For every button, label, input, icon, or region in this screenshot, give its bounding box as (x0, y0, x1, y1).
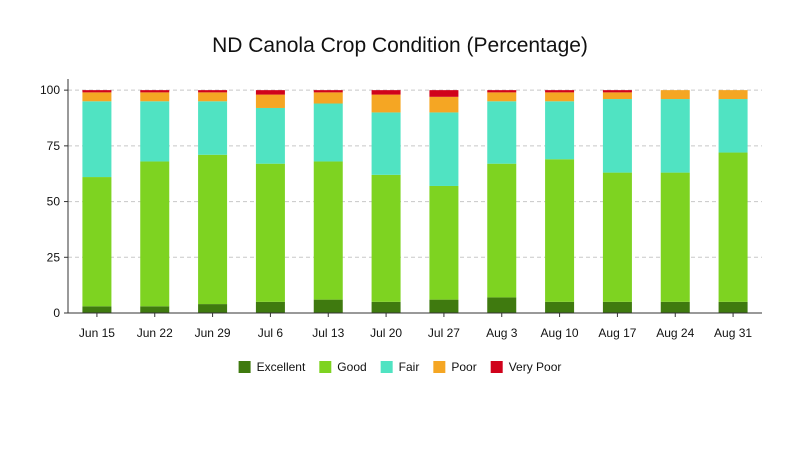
bar-very-poor-aug-17 (602, 90, 632, 93)
bar-poor-aug-10 (545, 92, 575, 102)
x-tick-label: Jul 20 (370, 326, 402, 340)
bar-excellent-jun-29 (198, 304, 228, 313)
bar-good-jul-6 (255, 163, 285, 302)
bar-fair-aug-10 (545, 101, 575, 160)
bar-very-poor-jul-6 (255, 90, 285, 95)
legend-item-poor: Poor (433, 360, 477, 374)
bar-fair-aug-31 (718, 99, 748, 153)
bar-very-poor-aug-10 (545, 90, 575, 93)
legend-item-very-poor: Very Poor (490, 360, 562, 374)
bar-excellent-jun-15 (82, 306, 112, 313)
bar-poor-jul-27 (429, 96, 459, 113)
x-tick-label: Jun 29 (195, 326, 231, 340)
bar-good-jun-22 (140, 161, 170, 307)
y-tick-label: 25 (47, 250, 61, 264)
bar-fair-aug-3 (487, 101, 517, 164)
bar-poor-jul-6 (255, 94, 285, 108)
axes: 0 25 50 75 100 Jun 15 Jun 22 Jun 29 Jul 6 Jul 13 J… (40, 79, 762, 340)
bar-poor-aug-24 (660, 90, 690, 100)
bar-fair-jul-27 (429, 112, 459, 186)
bar-poor-aug-17 (602, 92, 632, 100)
legend-label: Very Poor (509, 360, 562, 374)
bar-poor-jun-15 (82, 92, 112, 102)
bar-excellent-aug-3 (487, 297, 517, 313)
x-tick-label: Aug 3 (486, 326, 518, 340)
bar-poor-jul-20 (371, 94, 401, 113)
x-tick-label: Aug 24 (656, 326, 694, 340)
bar-good-jun-15 (82, 177, 112, 307)
y-tick-label: 50 (47, 195, 61, 209)
bar-fair-aug-17 (602, 99, 632, 173)
bar-fair-jul-13 (313, 103, 343, 162)
bar-excellent-aug-31 (718, 301, 748, 313)
bar-very-poor-jul-27 (429, 90, 459, 97)
legend-swatch (380, 361, 393, 373)
bar-good-aug-31 (718, 152, 748, 302)
bar-excellent-aug-24 (660, 301, 690, 313)
legend: Excellent Good Fair Poor Very Poor (238, 360, 562, 374)
bar-excellent-jun-22 (140, 306, 170, 313)
bar-good-aug-17 (602, 172, 632, 302)
grid-lines (68, 89, 762, 258)
bar-very-poor-jun-22 (140, 90, 170, 93)
bars (82, 90, 748, 313)
bar-fair-jul-6 (255, 107, 285, 164)
bar-fair-jun-22 (140, 101, 170, 162)
x-tick-label: Jul 13 (312, 326, 344, 340)
bar-excellent-aug-10 (545, 301, 575, 313)
chart-title: ND Canola Crop Condition (Percentage) (212, 34, 588, 57)
bar-excellent-jul-20 (371, 301, 401, 313)
bar-poor-jul-13 (313, 92, 343, 104)
bar-poor-jun-29 (198, 92, 228, 102)
bar-good-aug-24 (660, 172, 690, 302)
bar-very-poor-jun-15 (82, 90, 112, 93)
y-tick-label: 75 (47, 139, 61, 153)
bar-good-jul-13 (313, 161, 343, 300)
bar-good-jul-20 (371, 174, 401, 302)
legend-item-fair: Fair (380, 360, 420, 374)
x-tick-label: Aug 10 (541, 326, 579, 340)
bar-fair-jun-15 (82, 101, 112, 178)
bar-fair-jul-20 (371, 112, 401, 175)
bar-fair-jun-29 (198, 101, 228, 155)
bar-fair-aug-24 (660, 99, 690, 173)
bar-excellent-jul-6 (255, 301, 285, 313)
x-tick-label: Jun 22 (137, 326, 173, 340)
x-tick-label: Jul 27 (428, 326, 460, 340)
x-tick-label: Jul 6 (258, 326, 284, 340)
x-tick-label: Aug 17 (598, 326, 636, 340)
legend-swatch (238, 361, 251, 373)
legend-swatch (319, 361, 332, 373)
legend-label: Poor (451, 360, 476, 374)
y-tick-label: 0 (53, 306, 60, 320)
x-tick-label: Aug 31 (714, 326, 752, 340)
bar-excellent-jul-13 (313, 299, 343, 313)
bar-very-poor-aug-3 (487, 90, 517, 93)
legend-label: Excellent (257, 360, 306, 374)
bar-very-poor-jul-20 (371, 90, 401, 95)
legend-swatch (433, 361, 446, 373)
bar-good-aug-10 (545, 159, 575, 302)
bar-very-poor-jun-29 (198, 90, 228, 93)
bar-good-jun-29 (198, 154, 228, 305)
legend-label: Fair (399, 360, 420, 374)
bar-good-jul-27 (429, 185, 459, 300)
y-tick-label: 100 (40, 83, 60, 97)
bar-poor-aug-3 (487, 92, 517, 102)
bar-poor-jun-22 (140, 92, 170, 102)
legend-swatch (490, 361, 503, 373)
x-tick-label: Jun 15 (79, 326, 115, 340)
bar-excellent-jul-27 (429, 299, 459, 313)
legend-label: Good (337, 360, 366, 374)
legend-item-excellent: Excellent (238, 360, 306, 374)
bar-good-aug-3 (487, 163, 517, 298)
bar-very-poor-jul-13 (313, 90, 343, 93)
legend-item-good: Good (319, 360, 367, 374)
bar-excellent-aug-17 (602, 301, 632, 313)
bar-poor-aug-31 (718, 90, 748, 100)
